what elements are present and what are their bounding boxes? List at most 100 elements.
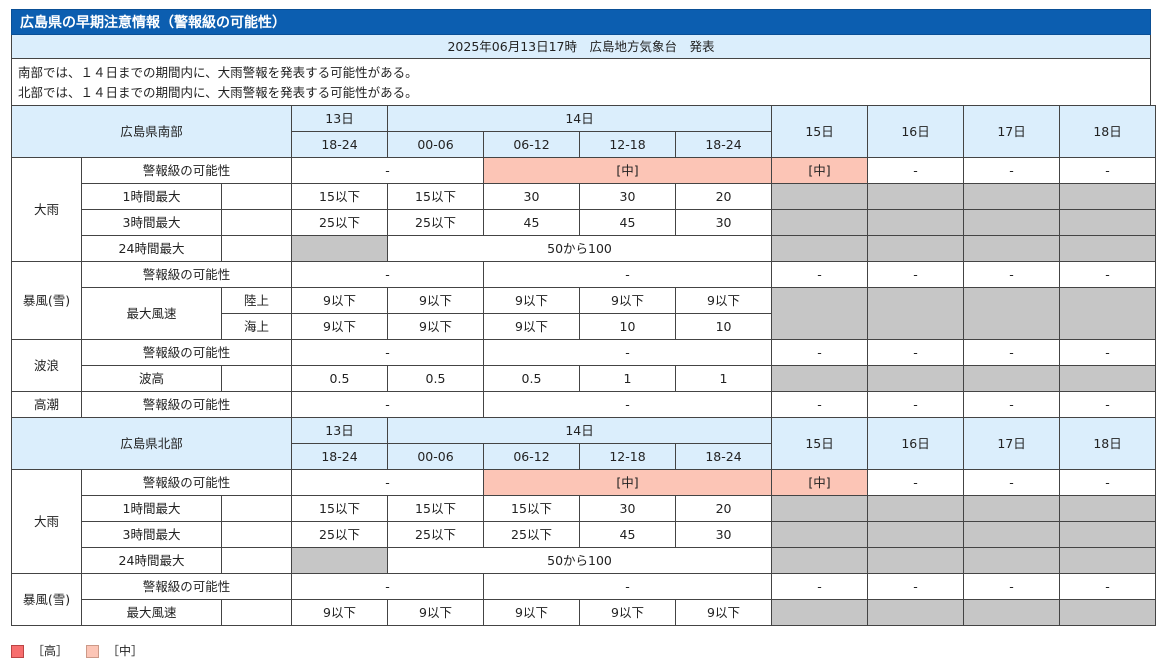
north-wind-row: 最大風速 9以下 9以下 9以下 9以下 9以下 xyxy=(12,599,1157,626)
cell-value: 1 xyxy=(674,365,773,392)
no-data-cell xyxy=(867,287,965,340)
legend: ［高］ ［中］ xyxy=(11,642,161,660)
cell-value: - xyxy=(482,391,773,418)
slot-header: 18-24 xyxy=(674,131,773,158)
level-mid-cell: [中] xyxy=(771,469,869,496)
no-data-cell xyxy=(771,287,869,340)
cell-value: 25以下 xyxy=(291,521,388,548)
no-data-cell xyxy=(963,495,1061,522)
cell-value: 20 xyxy=(674,183,773,210)
cell-value: 0.5 xyxy=(387,365,484,392)
mid-swatch-icon xyxy=(86,644,100,658)
cell-value: - xyxy=(482,261,773,288)
day-17-header: 17日 xyxy=(963,105,1061,158)
cell-value: 1 xyxy=(579,365,676,392)
slot-header: 12-18 xyxy=(579,443,676,470)
no-data-cell xyxy=(963,183,1061,210)
no-data-cell xyxy=(963,209,1061,236)
no-data-cell xyxy=(963,365,1061,392)
south-tide-possibility-row: 高潮 警報級の可能性 - - - - - - xyxy=(11,391,1157,418)
no-data-cell xyxy=(867,235,965,262)
cell-value: - xyxy=(867,391,965,418)
north-rain-possibility-row: 大雨 警報級の可能性 - [中] [中] - - - xyxy=(11,469,1157,574)
slot-header: 18-24 xyxy=(291,131,388,158)
cell-value: 25以下 xyxy=(387,521,484,548)
cell-value: - xyxy=(1059,339,1157,366)
category-storm: 暴風(雪) xyxy=(11,261,82,340)
cell-value: 45 xyxy=(579,209,676,236)
high-swatch-icon xyxy=(11,644,24,658)
slot-header: 12-18 xyxy=(579,131,676,158)
cell-value: 20 xyxy=(674,495,773,522)
level-mid-cell: [中] xyxy=(482,157,773,184)
cell-value: 10 xyxy=(674,313,773,340)
cell-value: 25以下 xyxy=(291,209,388,236)
row-label: 警報級の可能性 xyxy=(81,261,292,288)
row-label: 警報級の可能性 xyxy=(81,339,292,366)
no-data-cell xyxy=(771,521,869,548)
category-storm: 暴風(雪) xyxy=(11,573,82,626)
south-header-row-1: 広島県南部 13日 14日 15日 16日 17日 18日 xyxy=(11,105,1157,158)
slot-header: 06-12 xyxy=(483,131,580,158)
category-tide: 高潮 xyxy=(11,391,82,418)
cell-value: 15以下 xyxy=(387,495,484,522)
cell-value: 9以下 xyxy=(387,287,484,314)
cell-value: 9以下 xyxy=(387,313,484,340)
cell-value: - xyxy=(963,391,1061,418)
no-data-cell xyxy=(867,183,965,210)
no-data-cell xyxy=(291,235,388,262)
day-15-header: 15日 xyxy=(771,417,869,470)
forecast-panel: 広島県の早期注意情報（警報級の可能性） 2025年06月13日17時 広島地方気… xyxy=(11,9,1157,626)
cell-value: 50から100 xyxy=(386,547,773,574)
slot-header: 18-24 xyxy=(291,443,388,470)
legend-high-label: ［高］ xyxy=(32,644,69,658)
cell-value: 9以下 xyxy=(579,287,676,314)
legend-mid: ［中］ xyxy=(86,642,143,660)
day-15-header: 15日 xyxy=(771,105,869,158)
cell-value: 9以下 xyxy=(483,599,580,626)
cell-value: - xyxy=(771,261,869,288)
no-data-cell xyxy=(1059,287,1157,340)
sub-label-land: 陸上 xyxy=(221,287,292,314)
no-data-cell xyxy=(1059,183,1157,210)
day-18-header: 18日 xyxy=(1059,417,1157,470)
row-label: 24時間最大 xyxy=(81,235,222,262)
slot-header: 06-12 xyxy=(483,443,580,470)
day-18-header: 18日 xyxy=(1059,105,1157,158)
cell-value: - xyxy=(963,469,1061,496)
cell-value: 30 xyxy=(483,183,580,210)
no-data-cell xyxy=(771,209,869,236)
row-label: 波高 xyxy=(81,365,222,392)
south-waves-possibility-row: 波浪 警報級の可能性 - - - - - - xyxy=(11,339,1157,392)
no-data-cell xyxy=(963,235,1061,262)
empty-cell xyxy=(221,235,292,262)
empty-cell xyxy=(221,547,292,574)
row-label: 最大風速 xyxy=(81,287,222,340)
cell-value: 45 xyxy=(579,521,676,548)
cell-value: 9以下 xyxy=(291,599,388,626)
no-data-cell xyxy=(771,495,869,522)
no-data-cell xyxy=(771,547,869,574)
cell-value: 30 xyxy=(674,209,773,236)
no-data-cell xyxy=(771,183,869,210)
page-title: 広島県の早期注意情報（警報級の可能性） xyxy=(11,9,1151,35)
legend-high: ［高］ xyxy=(11,642,68,660)
cell-value: - xyxy=(867,573,965,600)
north-storm-possibility-row: 暴風(雪) 警報級の可能性 - - - - - - xyxy=(11,573,1157,626)
row-label: 1時間最大 xyxy=(81,183,222,210)
cell-value: - xyxy=(771,573,869,600)
empty-cell xyxy=(221,365,292,392)
row-label: 1時間最大 xyxy=(81,495,222,522)
cell-value: 45 xyxy=(483,209,580,236)
day-13-header: 13日 xyxy=(291,417,388,444)
no-data-cell xyxy=(963,547,1061,574)
row-label: 警報級の可能性 xyxy=(81,469,292,496)
no-data-cell xyxy=(963,521,1061,548)
row-label: 3時間最大 xyxy=(81,521,222,548)
cell-value: 9以下 xyxy=(674,599,773,626)
south-wind-sea-row: 海上 9以下 9以下 9以下 10 10 xyxy=(12,313,1156,340)
day-17-header: 17日 xyxy=(963,417,1061,470)
cell-value: - xyxy=(291,573,484,600)
cell-value: - xyxy=(963,261,1061,288)
row-label: 警報級の可能性 xyxy=(81,573,292,600)
